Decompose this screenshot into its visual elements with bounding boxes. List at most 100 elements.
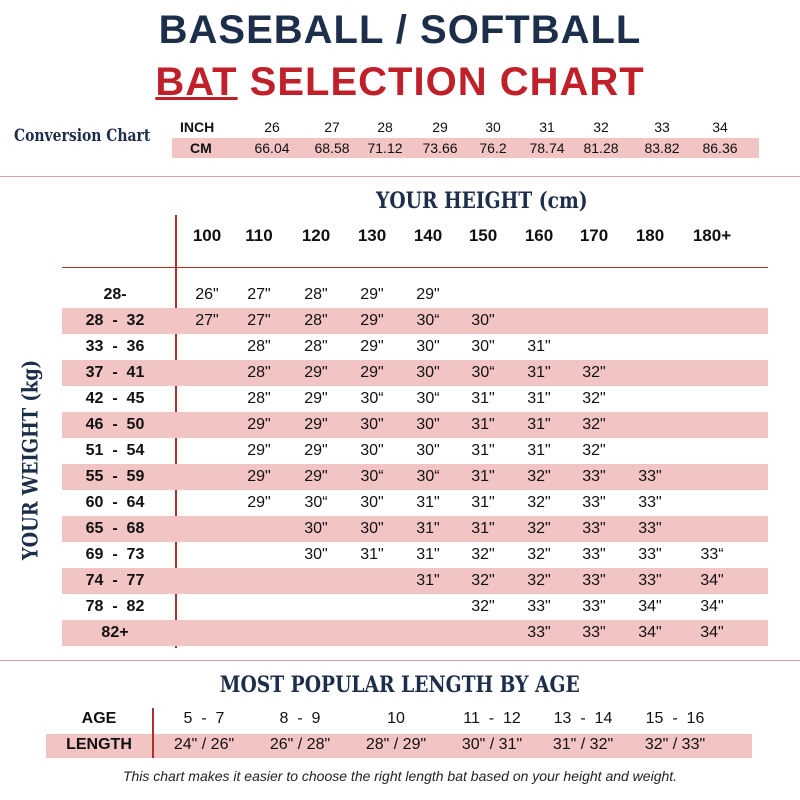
- height-axis-label: YOUR HEIGHT (cm): [376, 188, 588, 214]
- bat-length-cell: 30": [360, 442, 384, 459]
- weight-label: 74 - 77: [85, 572, 145, 589]
- inch-value: 33: [654, 119, 670, 135]
- height-header: 180+: [692, 226, 732, 245]
- bat-length-cell: 32": [527, 494, 551, 511]
- cm-value: 71.12: [367, 140, 403, 156]
- height-header: 130: [357, 226, 387, 245]
- bat-length-cell: 31": [360, 546, 384, 563]
- table-row: [62, 542, 768, 568]
- table-row: [62, 464, 768, 490]
- bat-length-cell: 30": [304, 520, 328, 537]
- age-value: 5 - 7: [183, 710, 225, 727]
- age-table-rule: [152, 708, 154, 758]
- weight-label: 28-: [103, 286, 127, 303]
- inch-value: 30: [485, 119, 501, 135]
- cm-value: 78.74: [529, 140, 565, 156]
- bat-length-cell: 29": [247, 494, 271, 511]
- bat-length-cell: 33": [638, 572, 662, 589]
- divider: [0, 660, 800, 661]
- weight-label: 28 - 32: [85, 312, 145, 329]
- bat-length-cell: 34": [638, 598, 662, 615]
- weight-label: 51 - 54: [85, 442, 145, 459]
- title-rest: SELECTION CHART: [237, 60, 645, 104]
- bat-length-cell: 33": [638, 520, 662, 537]
- bat-length-cell: 30": [416, 338, 440, 355]
- weight-label: 55 - 59: [85, 468, 145, 485]
- age-value: 15 - 16: [645, 710, 705, 727]
- age-value: 8 - 9: [279, 710, 321, 727]
- bat-length-cell: 32": [527, 468, 551, 485]
- weight-label: 37 - 41: [85, 364, 145, 381]
- weight-label: 60 - 64: [85, 494, 145, 511]
- length-value: 31" / 32": [552, 736, 614, 753]
- bat-length-cell: 30“: [416, 390, 440, 407]
- table-row: [62, 490, 768, 516]
- bat-length-cell: 31": [471, 494, 495, 511]
- bat-length-cell: 33": [527, 624, 551, 641]
- length-value: 28" / 29": [365, 736, 427, 753]
- bat-length-cell: 33": [582, 624, 606, 641]
- table-header-rule: [62, 267, 768, 268]
- weight-axis-label: YOUR WEIGHT (kg): [17, 359, 43, 561]
- bat-length-cell: 29": [360, 364, 384, 381]
- bat-length-cell: 31": [471, 468, 495, 485]
- bat-length-cell: 31": [416, 572, 440, 589]
- bat-length-cell: 32": [582, 416, 606, 433]
- bat-length-cell: 27": [195, 312, 219, 329]
- bat-length-cell: 32": [527, 546, 551, 563]
- bat-length-cell: 31": [471, 520, 495, 537]
- table-row: [62, 386, 768, 412]
- length-value: 24" / 26": [173, 736, 235, 753]
- bat-length-cell: 34": [700, 572, 724, 589]
- height-header: 160: [524, 226, 554, 245]
- bat-length-cell: 31": [527, 416, 551, 433]
- bat-length-cell: 33": [582, 494, 606, 511]
- bat-length-cell: 29": [304, 390, 328, 407]
- bat-length-cell: 33": [638, 494, 662, 511]
- bat-length-cell: 34": [700, 598, 724, 615]
- length-row-band: [46, 734, 752, 758]
- bat-length-cell: 29": [304, 416, 328, 433]
- inch-value: 26: [264, 119, 280, 135]
- bat-length-cell: 29": [247, 416, 271, 433]
- cm-value: 76.2: [479, 140, 507, 156]
- bat-length-cell: 28": [247, 338, 271, 355]
- bat-length-cell: 28": [247, 364, 271, 381]
- table-row: [62, 308, 768, 334]
- bat-length-cell: 30": [304, 546, 328, 563]
- bat-length-cell: 29": [304, 468, 328, 485]
- bat-length-cell: 32": [527, 572, 551, 589]
- table-row: [62, 282, 768, 308]
- age-value: 11 - 12: [463, 710, 521, 727]
- bat-length-cell: 32": [471, 546, 495, 563]
- bat-length-cell: 29": [360, 312, 384, 329]
- table-row: [62, 620, 768, 646]
- bat-length-cell: 31": [416, 546, 440, 563]
- bat-length-cell: 27": [247, 286, 271, 303]
- table-row: [62, 516, 768, 542]
- length-value: 30" / 31": [461, 736, 523, 753]
- inch-value: 27: [324, 119, 340, 135]
- inch-value: 34: [712, 119, 728, 135]
- height-header: 170: [579, 226, 609, 245]
- cm-value: 68.58: [314, 140, 350, 156]
- length-value: 32" / 33": [644, 736, 706, 753]
- bat-length-cell: 30": [360, 416, 384, 433]
- bat-length-cell: 33": [527, 598, 551, 615]
- bat-length-cell: 33": [582, 468, 606, 485]
- bat-length-cell: 30": [416, 416, 440, 433]
- bat-length-cell: 31": [416, 494, 440, 511]
- cm-value: 73.66: [422, 140, 458, 156]
- weight-label: 78 - 82: [85, 598, 145, 615]
- title-line-1: BASEBALL / SOFTBALL: [158, 8, 642, 52]
- table-row: [62, 438, 768, 464]
- bat-length-cell: 32": [582, 442, 606, 459]
- bat-length-cell: 30": [360, 494, 384, 511]
- bat-length-cell: 30“: [416, 312, 440, 329]
- age-label: AGE: [81, 710, 117, 727]
- cm-label: CM: [190, 140, 212, 156]
- height-header: 180: [635, 226, 665, 245]
- bat-length-cell: 32": [471, 598, 495, 615]
- weight-label: 33 - 36: [85, 338, 145, 355]
- bat-length-cell: 34": [700, 624, 724, 641]
